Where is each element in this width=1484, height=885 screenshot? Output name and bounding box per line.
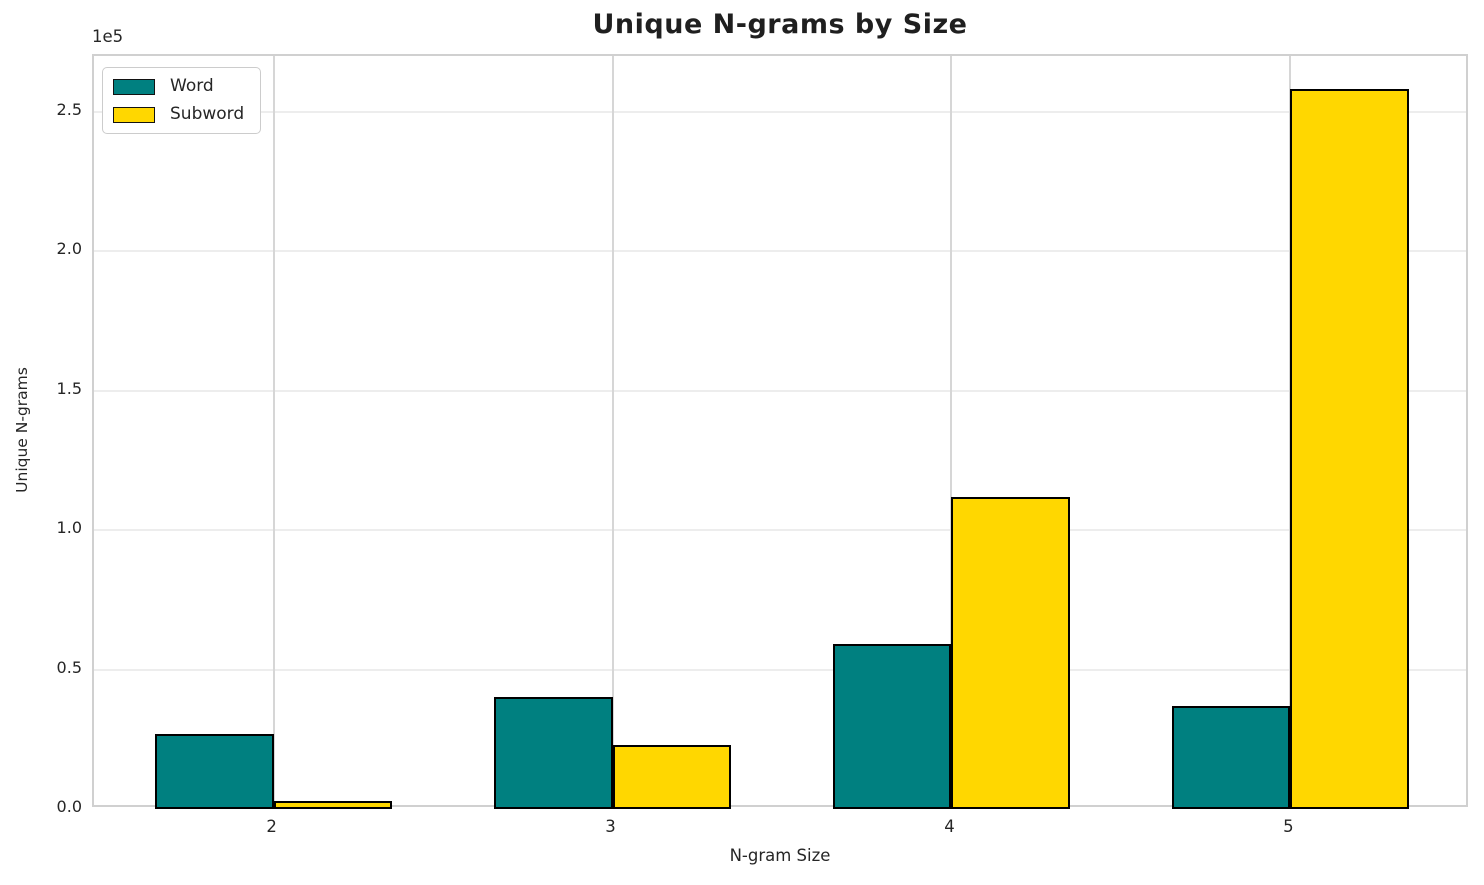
h-gridline-1.5 — [94, 389, 1466, 392]
x-axis-label: N-gram Size — [729, 846, 831, 865]
bar-subword-n2 — [273, 800, 393, 809]
h-gridline-2.5 — [94, 110, 1466, 113]
x-tick-label-2: 2 — [266, 817, 277, 836]
bar-word-n2 — [155, 733, 274, 809]
y-tick-label-2.0: 2.0 — [56, 239, 82, 259]
bar-subword-n3 — [612, 744, 732, 809]
y-axis-scale-label: 1e5 — [92, 27, 124, 46]
h-gridline-2.0 — [94, 250, 1466, 253]
legend-label-word: Word — [170, 76, 214, 96]
bar-word-n4 — [832, 644, 952, 809]
y-tick-label-2.5: 2.5 — [56, 99, 82, 119]
x-tick-label-5: 5 — [1283, 817, 1294, 836]
legend-item-word: Word — [113, 76, 244, 97]
legend: Word Subword — [102, 67, 262, 134]
v-gridline-4 — [950, 56, 953, 805]
legend-item-subword: Subword — [113, 104, 244, 125]
v-gridline-3 — [611, 56, 614, 805]
bar-subword-n4 — [951, 496, 1071, 809]
h-gridline-1.0 — [94, 529, 1466, 532]
plot-area: Word Subword — [92, 54, 1468, 809]
y-tick-label-0.0: 0.0 — [56, 797, 82, 816]
chart-title: Unique N-grams by Size — [592, 9, 968, 40]
bar-word-n3 — [493, 697, 613, 809]
y-tick-label-1.5: 1.5 — [56, 378, 82, 398]
y-tick-label-1.0: 1.0 — [56, 518, 82, 538]
legend-swatch-subword — [113, 106, 155, 123]
h-gridline-0.5 — [94, 668, 1466, 671]
legend-label-subword: Subword — [170, 104, 245, 124]
legend-swatch-word — [113, 78, 155, 95]
bar-subword-n5 — [1290, 89, 1409, 809]
v-gridline-2 — [272, 56, 275, 805]
x-tick-label-3: 3 — [605, 817, 616, 836]
x-tick-label-4: 4 — [944, 817, 955, 836]
bar-word-n5 — [1171, 705, 1291, 809]
y-tick-label-0.5: 0.5 — [56, 657, 82, 677]
